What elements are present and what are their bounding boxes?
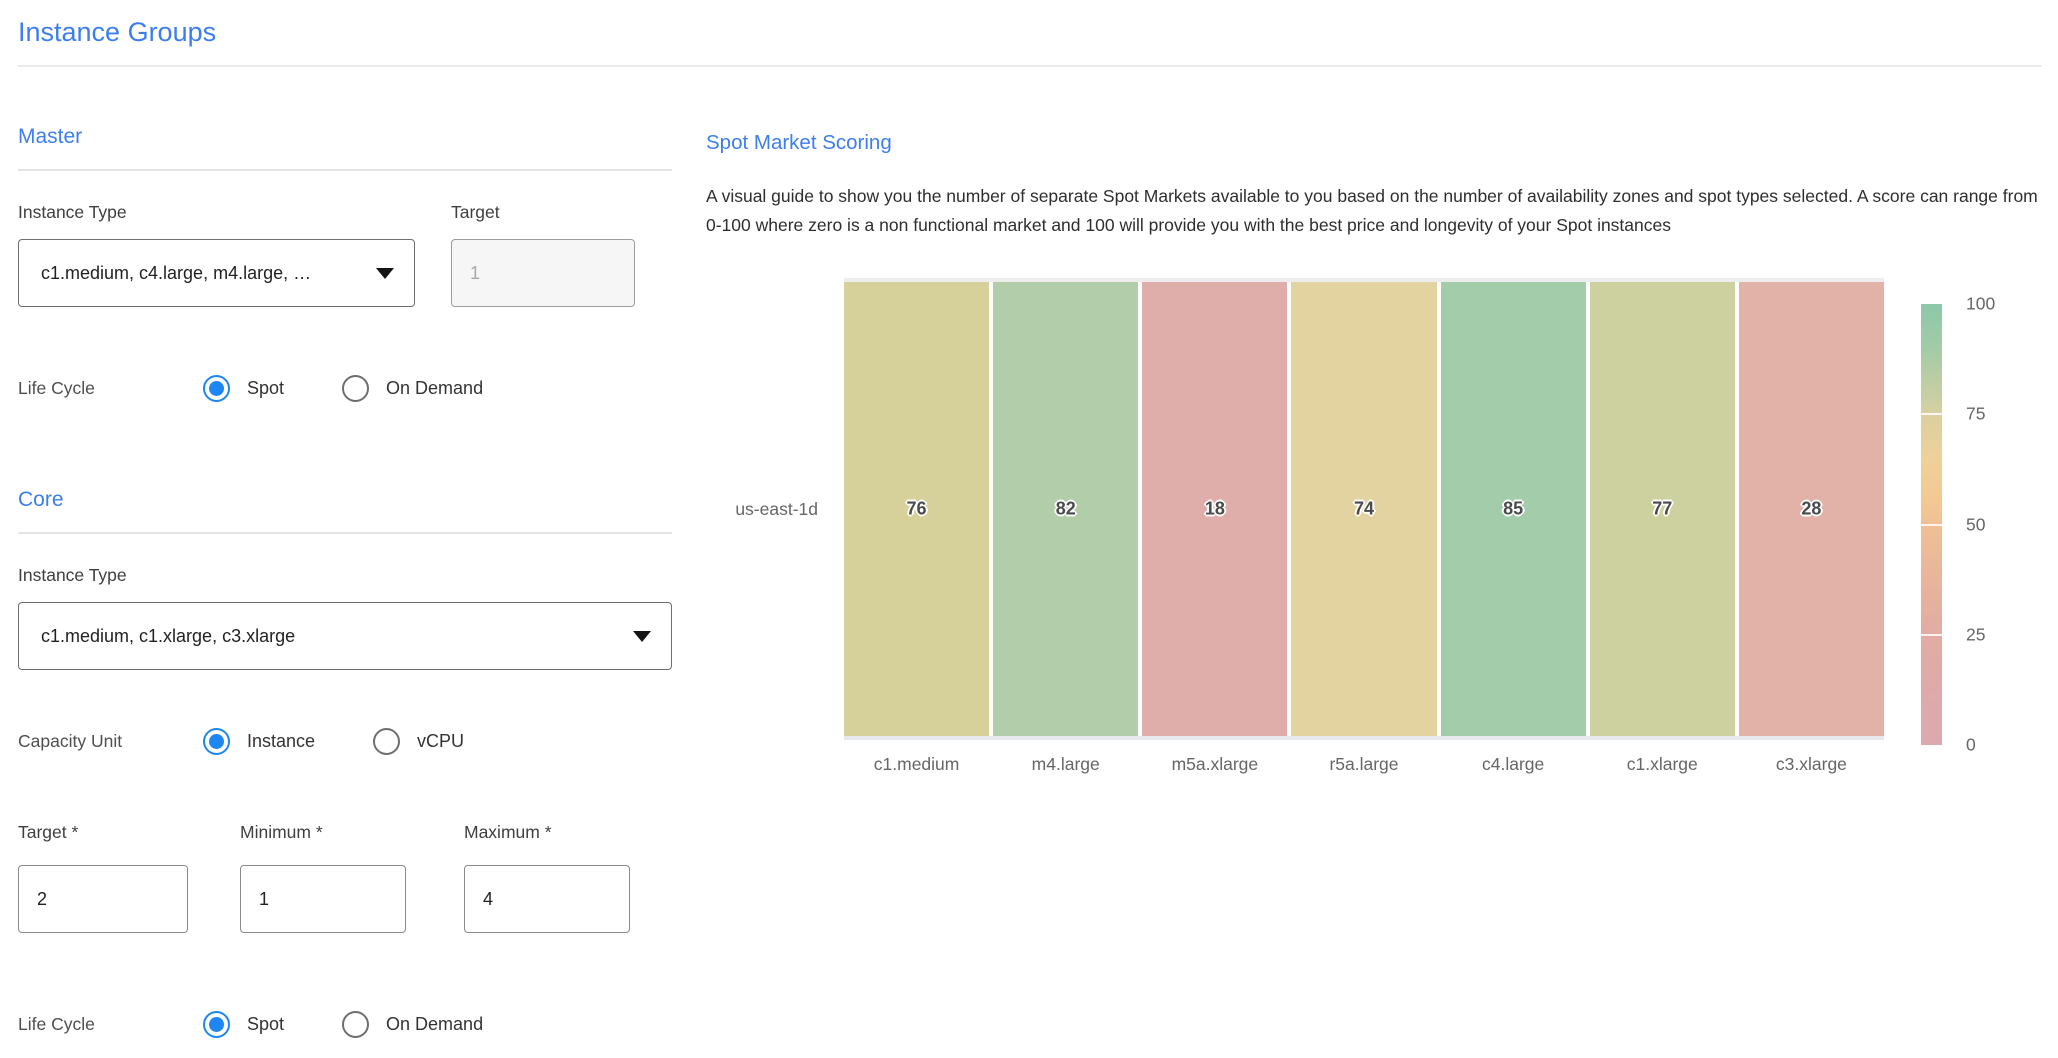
heatmap-cell: 76 [844, 282, 990, 736]
colorbar-separator [1921, 413, 1942, 416]
heatmap-row-label: us-east-1d [735, 498, 818, 519]
master-instance-type-select[interactable]: c1.medium, c4.large, m4.large, … [18, 239, 415, 307]
radio-unselected-icon[interactable] [373, 728, 401, 755]
master-on-demand-option-label: On Demand [386, 378, 484, 398]
heatmap-colorbar: 100 75 50 25 0 [1921, 294, 2031, 755]
heatmap-cell-value: 28 [1801, 498, 1822, 519]
core-capacity-option-instance[interactable]: Instance [203, 728, 315, 755]
radio-unselected-icon[interactable] [342, 1011, 370, 1038]
radio-selected-icon[interactable] [203, 375, 230, 402]
core-capacity-unit-row: Capacity Unit Instance vCPU [18, 728, 672, 755]
master-instance-type-label: Instance Type [18, 202, 127, 222]
heatmap-cell-value: 77 [1652, 498, 1673, 519]
core-on-demand-option-label: On Demand [386, 1014, 484, 1034]
chevron-down-icon [633, 630, 651, 642]
core-capacity-option-vcpu[interactable]: vCPU [373, 728, 464, 755]
core-minimum-input[interactable] [240, 865, 406, 933]
colorbar-separator [1921, 633, 1942, 636]
master-spot-option-label: Spot [247, 378, 285, 398]
colorbar-separator [1921, 523, 1942, 526]
colorbar-tick-label: 75 [1966, 403, 1986, 424]
core-maximum-label: Maximum * [464, 822, 552, 842]
heatmap-x-labels: c1.medium m4.large m5a.xlarge r5a.large c4.l… [844, 754, 1884, 775]
core-target-input[interactable] [18, 865, 188, 933]
master-instance-type-value: c1.medium, c4.large, m4.large, … [41, 262, 312, 283]
heatmap-x-label: c4.large [1482, 754, 1545, 774]
core-life-cycle-row: Life Cycle Spot On Demand [18, 1011, 672, 1038]
core-life-cycle-option-spot[interactable]: Spot [203, 1011, 284, 1038]
heatmap-x-label: c1.medium [873, 754, 960, 774]
master-life-cycle-option-on-demand[interactable]: On Demand [342, 375, 483, 402]
heatmap-x-label: r5a.large [1329, 754, 1399, 774]
heatmap-cell-value: 85 [1503, 498, 1524, 519]
core-life-cycle-label: Life Cycle [18, 1014, 95, 1034]
core-instance-option-label: Instance [247, 731, 316, 751]
heatmap-cell-value: 76 [906, 498, 927, 519]
heatmap-cell: 18 [1142, 282, 1288, 736]
spot-market-description: A visual guide to show you the number of… [706, 186, 2038, 235]
heatmap-x-label: c3.xlarge [1775, 754, 1847, 774]
instance-groups-form: Master Instance Type c1.medium, c4.large… [18, 67, 672, 1038]
core-section-heading: Core [18, 488, 64, 511]
core-target-label: Target * [18, 822, 79, 842]
core-vcpu-option-label: vCPU [417, 731, 465, 751]
master-section-divider [18, 169, 672, 171]
core-instance-type-value: c1.medium, c1.xlarge, c3.xlarge [41, 625, 296, 646]
core-life-cycle-option-on-demand[interactable]: On Demand [342, 1011, 483, 1038]
spot-market-scoring-heading: Spot Market Scoring [706, 131, 892, 154]
colorbar-tick-label: 50 [1966, 514, 1986, 534]
spot-market-heatmap-chart: us-east-1d 76 82 18 74 85 77 28 c1.medium m4.la… [706, 278, 2042, 775]
colorbar-tick-label: 0 [1966, 734, 1976, 755]
core-capacity-unit-label: Capacity Unit [18, 731, 123, 751]
heatmap-cell: 77 [1589, 282, 1735, 736]
radio-unselected-icon[interactable] [342, 375, 370, 402]
core-instance-type-select[interactable]: c1.medium, c1.xlarge, c3.xlarge [18, 602, 672, 670]
colorbar-tick-label: 100 [1966, 293, 1996, 314]
heatmap-cell: 85 [1440, 282, 1586, 736]
radio-selected-icon[interactable] [203, 1011, 230, 1038]
chevron-down-icon [376, 267, 394, 279]
core-maximum-input[interactable] [464, 865, 630, 933]
heatmap-cell-value: 18 [1204, 498, 1225, 519]
heatmap-x-label: c1.xlarge [1626, 754, 1698, 774]
core-spot-option-label: Spot [247, 1014, 285, 1034]
heatmap-cell-value: 74 [1353, 498, 1374, 519]
heatmap-cell: 28 [1738, 282, 1884, 736]
heatmap-cell-value: 82 [1055, 498, 1076, 519]
master-section-heading: Master [18, 125, 83, 148]
heatmap-cell: 74 [1291, 282, 1437, 736]
master-target-label: Target [451, 202, 500, 222]
core-section-divider [18, 532, 672, 534]
title-divider [18, 65, 2042, 67]
master-target-input [451, 239, 635, 307]
heatmap-cells: 76 82 18 74 85 77 28 [844, 278, 1884, 740]
heatmap-x-label: m4.large [1031, 754, 1100, 774]
master-life-cycle-row: Life Cycle Spot On Demand [18, 375, 672, 402]
spot-market-scoring-panel: Spot Market Scoring A visual guide to sh… [706, 67, 2042, 775]
core-minimum-label: Minimum * [240, 822, 323, 842]
master-life-cycle-label: Life Cycle [18, 378, 95, 398]
radio-selected-icon[interactable] [203, 728, 230, 755]
colorbar-tick-label: 25 [1966, 624, 1986, 645]
heatmap-x-label: m5a.xlarge [1171, 754, 1259, 774]
master-life-cycle-option-spot[interactable]: Spot [203, 375, 284, 402]
page-title: Instance Groups [18, 17, 217, 47]
heatmap-cell: 82 [993, 282, 1139, 736]
core-instance-type-label: Instance Type [18, 565, 127, 585]
